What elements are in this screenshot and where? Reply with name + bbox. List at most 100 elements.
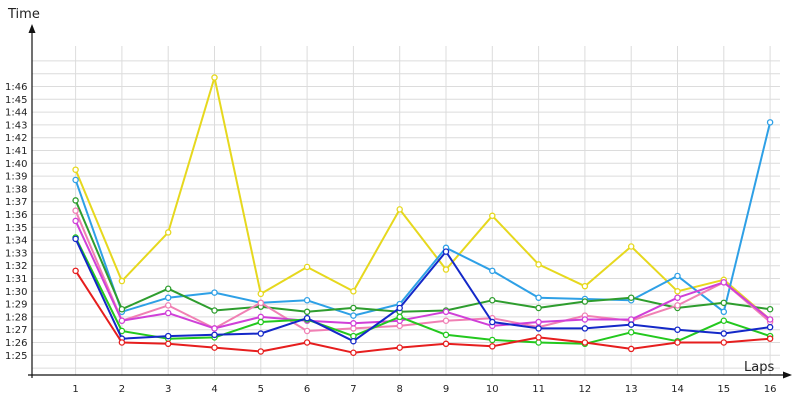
series-line <box>74 237 771 345</box>
data-point <box>118 339 126 346</box>
x-tick-label: 5 <box>258 384 264 395</box>
data-point <box>396 304 403 312</box>
data-point <box>257 299 265 307</box>
data-point <box>442 266 450 273</box>
y-tick-label: 1:28 <box>5 312 27 323</box>
series-1 <box>72 74 774 323</box>
series-line <box>74 210 771 332</box>
y-tick-label: 1:26 <box>5 338 27 349</box>
data-point <box>442 317 450 324</box>
data-point <box>535 334 542 341</box>
x-tick-label: 3 <box>165 384 171 395</box>
data-point <box>489 336 496 344</box>
x-tick-label: 15 <box>717 384 730 395</box>
data-point <box>627 243 635 250</box>
data-point <box>396 206 403 213</box>
data-point <box>442 340 450 348</box>
data-point <box>72 176 79 184</box>
data-point <box>489 297 496 304</box>
y-tick-label: 1:38 <box>5 184 27 195</box>
data-point <box>674 339 681 346</box>
data-point <box>766 335 774 342</box>
data-point <box>164 340 172 348</box>
x-tick-label: 2 <box>119 384 125 395</box>
data-point <box>164 285 172 292</box>
x-tick-label: 1 <box>72 384 78 395</box>
x-tick-label: 6 <box>304 384 310 395</box>
x-tick-label: 12 <box>579 384 592 395</box>
x-tick-label: 13 <box>625 384 638 395</box>
data-point <box>303 339 311 346</box>
x-tick-labels: 1 2 3 4 5 6 7 8 9 10 11 12 13 14 15 16 <box>72 384 776 395</box>
series-5 <box>72 217 774 332</box>
data-point <box>72 217 79 225</box>
data-point <box>303 308 311 316</box>
data-point <box>211 307 218 314</box>
x-axis-title: Laps <box>744 360 774 375</box>
data-point <box>766 305 774 313</box>
series-line <box>74 270 771 354</box>
data-point <box>303 327 311 335</box>
data-point <box>396 344 403 351</box>
data-point <box>72 197 79 204</box>
data-point <box>674 294 681 301</box>
axes <box>28 24 792 379</box>
data-point <box>720 308 728 316</box>
data-point <box>257 313 265 321</box>
data-point <box>627 294 635 301</box>
data-point <box>442 331 450 339</box>
series-line <box>74 76 771 321</box>
y-tick-label: 1:46 <box>5 82 27 93</box>
data-point <box>350 320 357 327</box>
y-tick-labels: 1:25 1:26 1:27 1:281:29 1:30 1:31 1:32 1:331:34… <box>5 82 27 362</box>
y-tick-label: 1:29 <box>5 300 27 311</box>
data-point <box>489 267 496 275</box>
data-point <box>303 297 311 304</box>
y-tick-label: 1:25 <box>5 351 27 362</box>
data-point <box>720 279 728 286</box>
series-2 <box>72 119 774 319</box>
data-point <box>350 325 357 332</box>
data-point <box>72 235 79 243</box>
data-point <box>535 294 542 301</box>
x-tick-label: 10 <box>486 384 499 395</box>
data-point <box>350 349 357 356</box>
y-tick-label: 1:40 <box>5 159 27 170</box>
data-point <box>72 207 79 214</box>
x-axis-arrow <box>783 371 792 379</box>
data-point <box>581 316 589 323</box>
series-line <box>74 220 771 330</box>
y-tick-label: 1:36 <box>5 210 27 221</box>
data-point <box>489 343 496 350</box>
series-8 <box>72 267 774 356</box>
y-tick-label: 1:31 <box>5 274 27 285</box>
y-tick-label: 1:27 <box>5 325 27 336</box>
data-point <box>396 313 403 321</box>
data-point <box>674 288 681 295</box>
data-point <box>350 304 357 312</box>
y-tick-label: 1:33 <box>5 248 27 259</box>
data-point <box>257 290 265 298</box>
data-point <box>535 339 542 346</box>
data-point <box>766 316 774 323</box>
data-point <box>257 318 265 326</box>
data-point <box>581 282 589 290</box>
data-point <box>350 288 357 295</box>
y-tick-label: 1:35 <box>5 223 27 234</box>
data-point <box>581 339 589 346</box>
y-tick-label: 1:34 <box>5 236 27 247</box>
data-point <box>627 321 635 328</box>
data-point <box>350 337 357 345</box>
y-tick-label: 1:44 <box>5 108 27 119</box>
data-point <box>118 305 126 313</box>
data-point <box>535 261 542 268</box>
y-tick-label: 1:45 <box>5 95 27 106</box>
data-point <box>766 323 774 331</box>
y-tick-label: 1:30 <box>5 287 27 298</box>
data-point <box>535 325 542 332</box>
data-point <box>303 314 311 322</box>
data-point <box>627 345 635 353</box>
x-tick-label: 16 <box>764 384 777 395</box>
data-point <box>211 331 218 339</box>
